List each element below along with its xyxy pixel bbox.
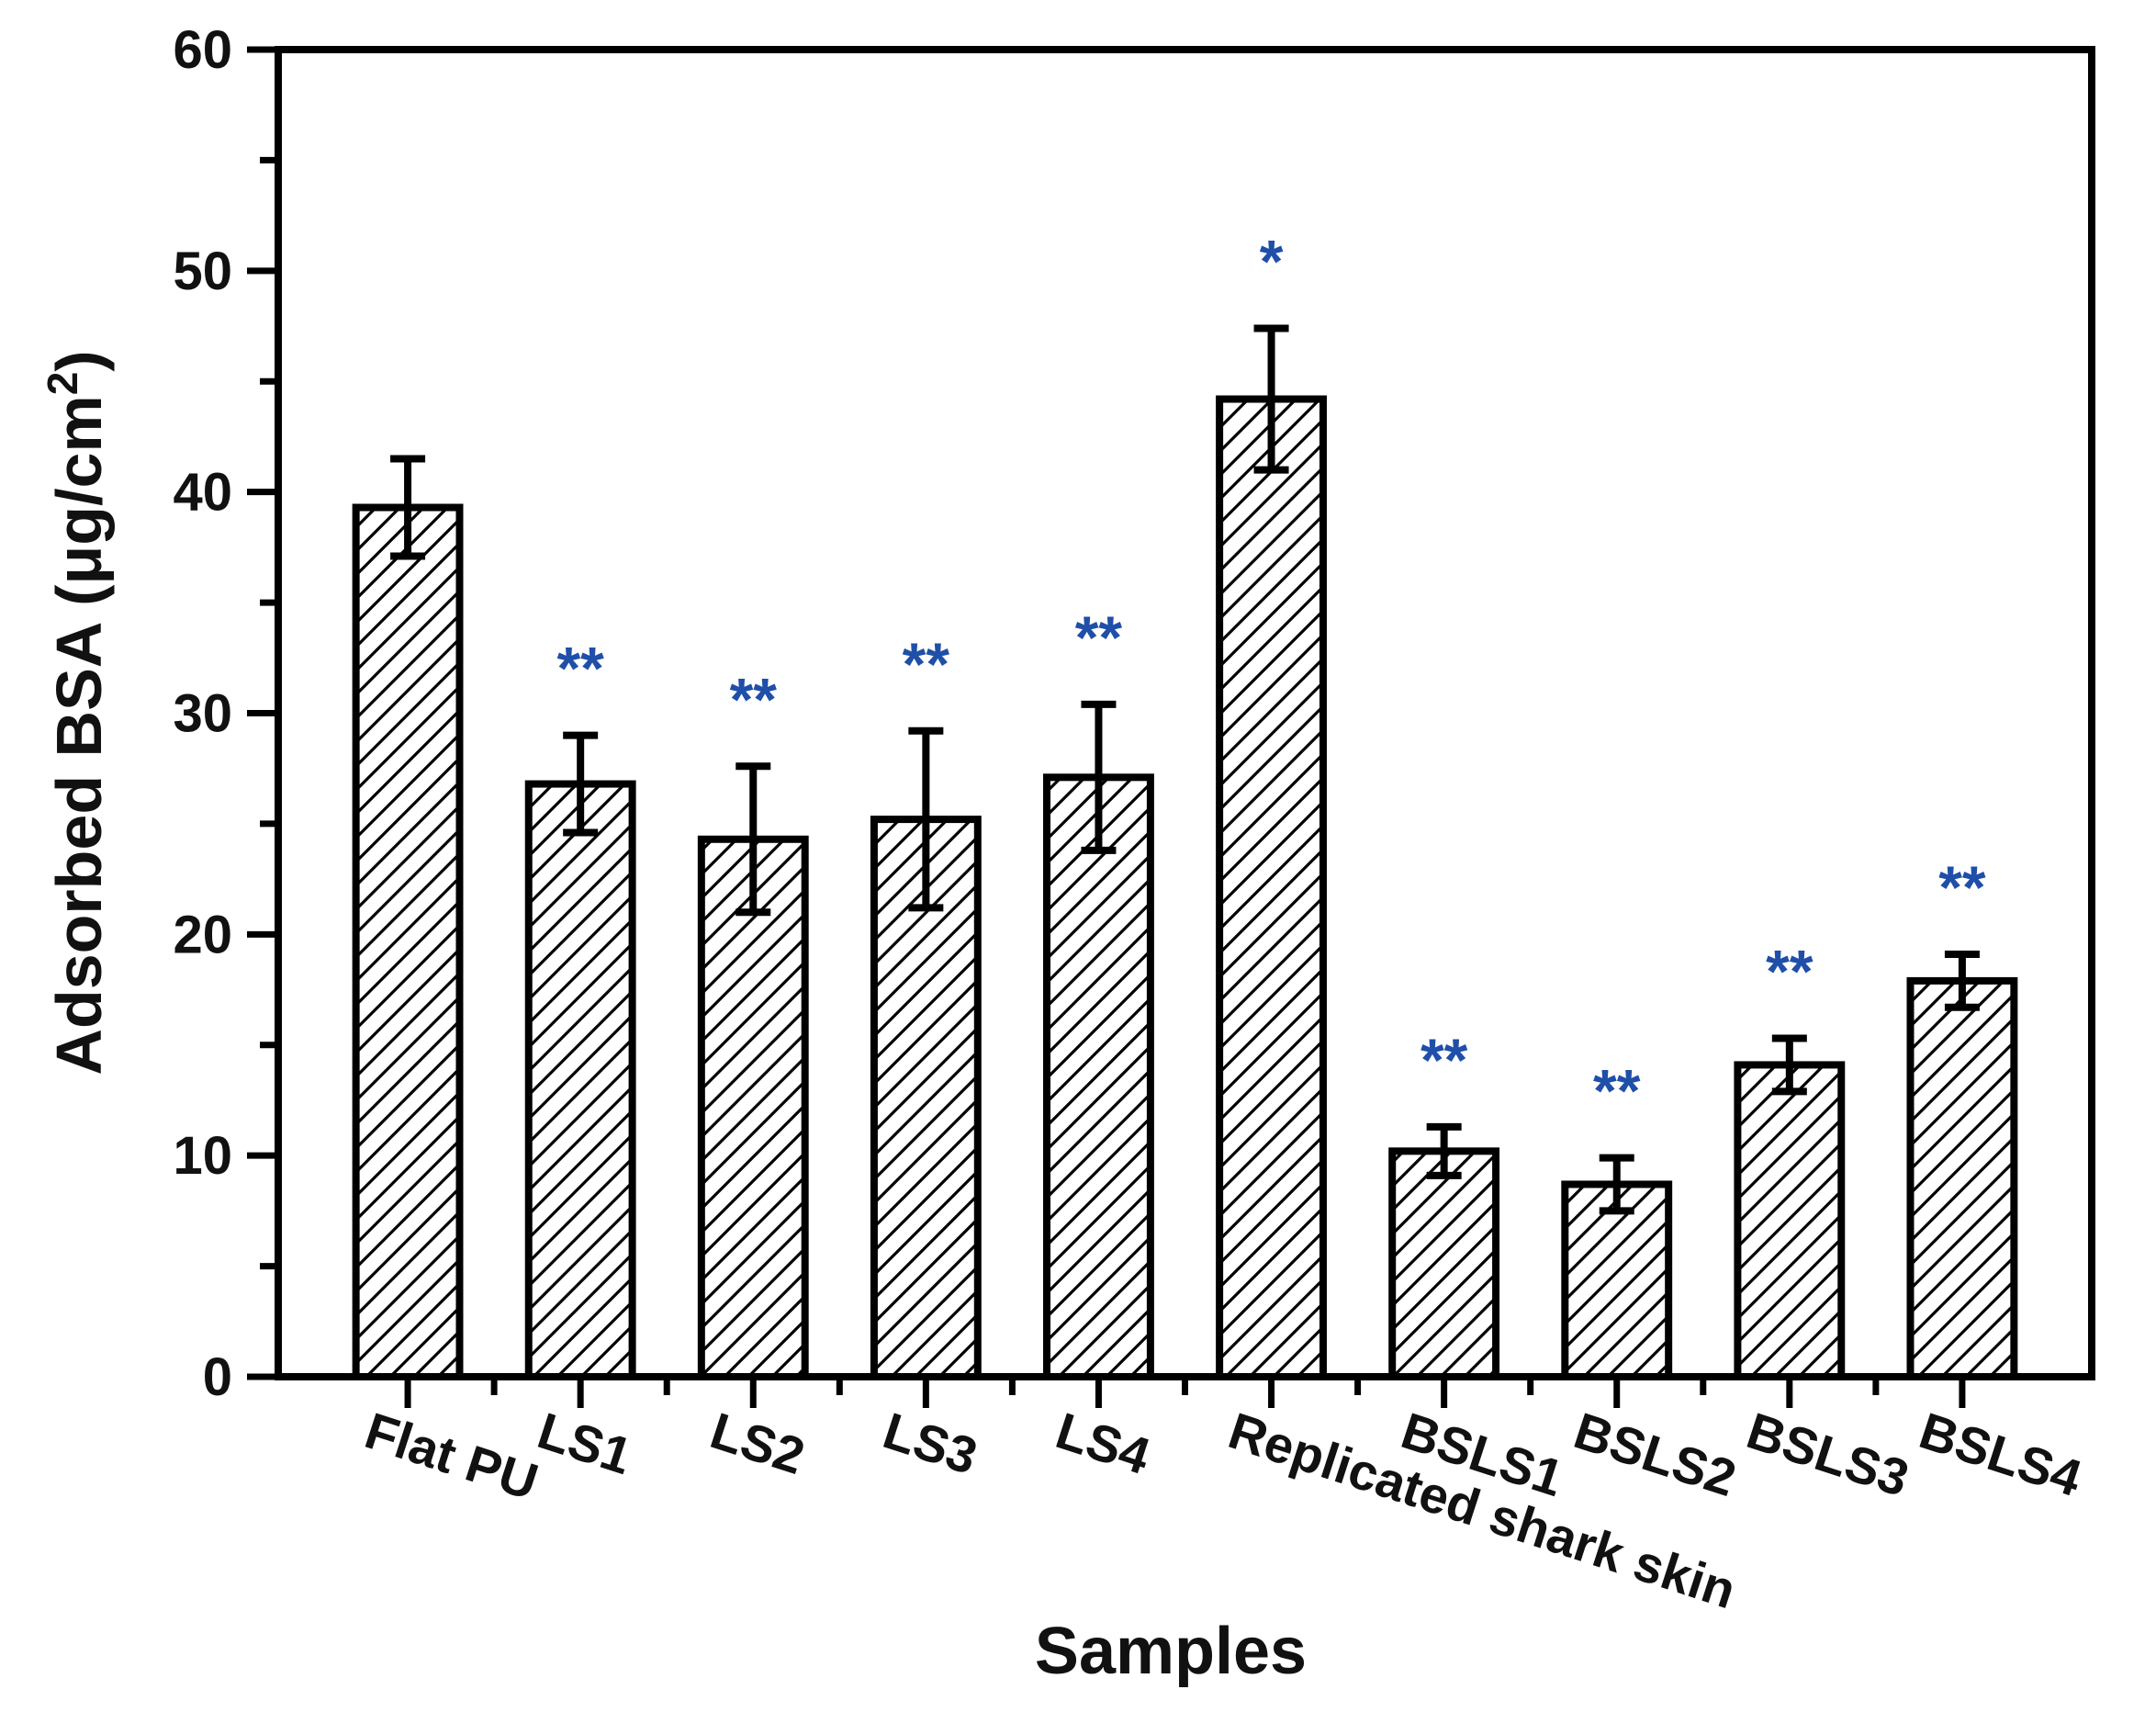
significance-marker: ** (1420, 1026, 1468, 1094)
y-axis-title: Adsorbed BSA (μg/cm2) (39, 350, 115, 1075)
y-tick-label: 10 (173, 1126, 232, 1186)
y-axis: 0 10 20 30 40 50 60 (173, 20, 278, 1407)
significance-marker: ** (730, 665, 778, 733)
bar-bsls1 (1388, 1147, 1500, 1380)
x-tick-label: LS1 (531, 1401, 638, 1485)
bar-replicated-shark-skin (1216, 395, 1327, 1380)
y-tick-label: 50 (173, 242, 232, 301)
x-axis-title: Samples (1035, 1615, 1307, 1688)
significance-marker: ** (556, 635, 604, 703)
bar-ls4 (1043, 773, 1154, 1380)
bar-ls1 (524, 780, 636, 1380)
significance-marker: ** (903, 630, 950, 698)
y-axis-title-close: ) (43, 350, 115, 371)
x-tick-label: LS3 (877, 1401, 984, 1485)
y-axis-title-superscript: 2 (39, 372, 86, 396)
y-tick-label: 60 (173, 20, 232, 80)
bars-layer (352, 395, 2018, 1381)
x-tick-label: LS2 (704, 1401, 812, 1485)
y-tick-label: 20 (173, 905, 232, 964)
x-tick-label: BSLS3 (1740, 1401, 1915, 1507)
y-axis-title-main: Adsorbed BSA (μg/cm (43, 395, 115, 1075)
y-tick-label: 40 (173, 463, 232, 523)
significance-marker: ** (1938, 853, 1986, 921)
y-tick-label: 30 (173, 684, 232, 744)
bar-ls2 (697, 835, 809, 1380)
bar-flat-pu (352, 503, 464, 1380)
x-tick-label: LS4 (1050, 1401, 1157, 1485)
significance-marker: ** (1593, 1057, 1641, 1125)
significance-layer: ** **** ***** ****** (556, 227, 1985, 1124)
significance-marker: * (1260, 227, 1284, 295)
x-tick-label: BSLS2 (1567, 1401, 1743, 1507)
error-bars-layer (390, 324, 1980, 1215)
y-tick-label: 0 (203, 1347, 232, 1407)
x-tick-label: Flat PU (358, 1401, 545, 1511)
bar-bsls4 (1906, 976, 2018, 1380)
x-tick-label: BSLS4 (1913, 1401, 2088, 1507)
bar-bsls3 (1734, 1061, 1846, 1381)
significance-marker: ** (1766, 938, 1814, 1006)
significance-marker: ** (1075, 603, 1123, 671)
